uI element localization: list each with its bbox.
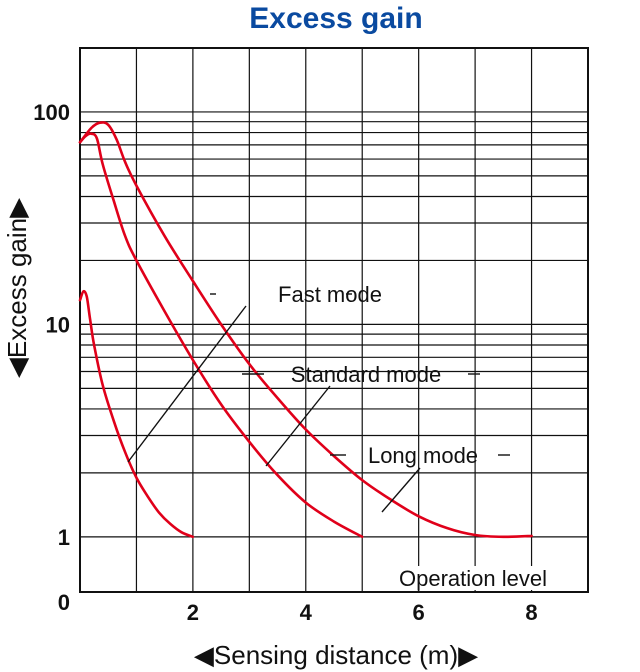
- long-mode-curve: [78, 121, 533, 539]
- leader-line: [265, 385, 331, 467]
- standard-mode-label: Standard mode: [291, 362, 441, 387]
- y-axis-label: ◀Excess gain▶: [2, 198, 32, 378]
- operation-level-label: Operation level: [399, 566, 547, 591]
- x-tick-label: 8: [525, 600, 537, 625]
- grid-lines: [79, 47, 589, 593]
- standard-mode-curve: [78, 132, 364, 539]
- x-tick-label: 2: [187, 600, 199, 625]
- plot-frame: [79, 47, 589, 593]
- fast-mode-label: Fast mode: [278, 282, 382, 307]
- x-tick-label: 4: [300, 600, 313, 625]
- series-curves: [78, 121, 533, 539]
- y-tick-label: 1: [58, 525, 70, 550]
- fast-mode-curve: [78, 289, 195, 539]
- operation-level-label-bg: [376, 566, 570, 590]
- leader-line: [127, 305, 247, 463]
- origin-tick-label: 0: [58, 590, 70, 615]
- x-axis-label: ◀Sensing distance (m)▶: [194, 640, 478, 670]
- y-tick-label: 10: [46, 312, 70, 337]
- leader-line: [381, 467, 421, 513]
- long-mode-label: Long mode: [368, 443, 478, 468]
- annotations: Fast mode Standard mode Long mode Operation…: [127, 282, 570, 591]
- x-tick-label: 6: [413, 600, 425, 625]
- chart-title: Excess gain: [249, 2, 422, 35]
- y-tick-label: 100: [33, 100, 70, 125]
